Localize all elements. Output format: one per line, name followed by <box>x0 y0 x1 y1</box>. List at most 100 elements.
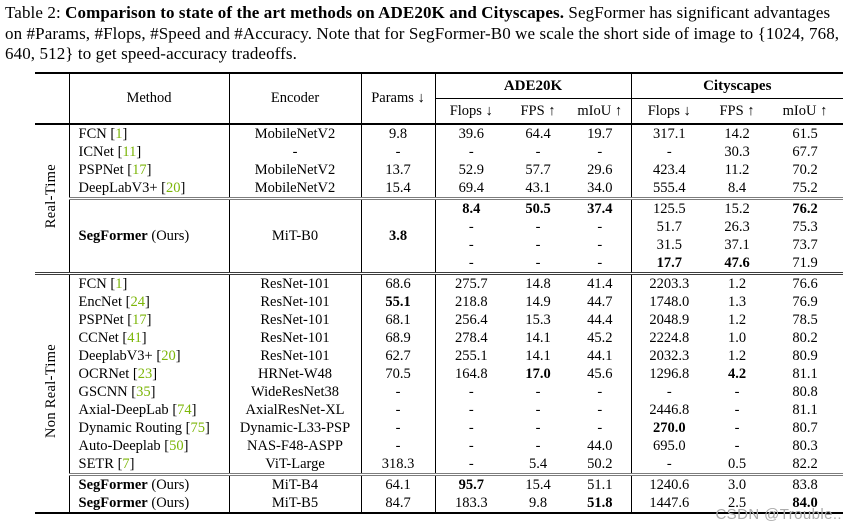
metric-cell: 44.1 <box>587 347 613 364</box>
encoder-cell: WideResNet38 <box>228 383 361 402</box>
metric-cell: 76.9 <box>792 293 818 310</box>
metric-cell: - <box>434 437 507 456</box>
citation: 24 <box>130 293 145 310</box>
metric-cell: 70.2 <box>792 161 818 178</box>
metric-cell: - <box>630 383 707 402</box>
metric-cell: - <box>434 254 507 274</box>
encoder-cell: MiT-B4 <box>228 473 361 495</box>
metric-cell: 44.0 <box>587 437 613 454</box>
table-body: Real-Time FCN [1] MobileNetV2 9.8 39.6 64.4 19… <box>35 124 844 514</box>
table-row: DeepLabV3+ [20] MobileNetV2 15.4 69.4 43.1 34… <box>35 179 843 199</box>
table-row: SegFormer (Ours) MiT-B0 3.8 8.4 50.5 37.4 125.… <box>35 197 844 274</box>
params-cell: 3.8 <box>360 197 435 274</box>
metric-cell: 2032.3 <box>630 347 707 366</box>
metric-cell: - <box>597 143 603 160</box>
metric-cell: 255.1 <box>434 347 507 366</box>
table-row: - - - 17.7 47.6 71.9 <box>35 254 843 274</box>
metric-cell: 14.1 <box>525 347 551 364</box>
metric-cell: - <box>734 437 740 454</box>
params-cell: 55.1 <box>360 293 435 312</box>
metric-cell: - <box>597 383 603 400</box>
encoder-cell: MobileNetV2 <box>228 179 361 199</box>
metric-cell: - <box>597 218 603 235</box>
encoder-cell: ResNet-101 <box>228 272 361 294</box>
metric-cell: 44.7 <box>587 293 613 310</box>
metric-cell: 14.2 <box>724 125 750 142</box>
method-cell: DeeplabV3+ [20] <box>68 347 229 366</box>
metric-cell: 75.3 <box>792 218 818 235</box>
table-row: Axial-DeepLab [74] AxialResNet-XL - - - -2446… <box>35 401 843 420</box>
metric-cell: 15.4 <box>507 473 569 495</box>
citation: 17 <box>132 161 147 178</box>
caption-bold-title: Comparison to state of the art methods o… <box>65 3 565 22</box>
col-header-ade20k-fps: FPS ↑ <box>520 102 556 119</box>
metric-cell: 695.0 <box>630 437 707 456</box>
table-row: - - - 31.5 37.1 73.7 <box>35 236 843 255</box>
encoder-cell: NAS-F48-ASPP <box>228 437 361 456</box>
params-cell: 62.7 <box>360 347 435 366</box>
section-label: Non Real-Time <box>35 272 69 514</box>
metric-cell: 2.5 <box>727 494 747 511</box>
method-cell: GSCNN [35] <box>68 383 229 402</box>
metric-cell: 81.1 <box>792 401 818 418</box>
method-cell: SegFormer (Ours) <box>68 197 229 274</box>
col-header-cityscapes-fps: FPS ↑ <box>719 102 755 119</box>
metric-cell: 1296.8 <box>630 365 707 384</box>
metric-cell: 1748.0 <box>630 293 707 312</box>
citation: 1 <box>115 275 123 292</box>
table-row: Auto-Deeplab [50] NAS-F48-ASPP - - -44.0 695.… <box>35 437 843 456</box>
metric-cell: 80.9 <box>792 347 818 364</box>
metric-cell: 218.8 <box>434 293 507 312</box>
metric-cell: 29.6 <box>587 161 613 178</box>
metric-cell: - <box>734 401 740 418</box>
csdn-watermark: CSDN @Trouble.. <box>715 506 842 523</box>
group-header-ade20k: ADE20K <box>434 73 631 100</box>
metric-cell: 43.1 <box>525 179 551 196</box>
params-cell: - <box>360 383 435 402</box>
metric-cell: - <box>597 401 603 418</box>
metric-cell: 78.5 <box>792 311 818 328</box>
encoder-cell: Dynamic-L33-PSP <box>228 419 361 438</box>
table-row: EncNet [24] ResNet-101 55.1 218.8 14.9 44.7 17… <box>35 293 843 312</box>
table-row: SETR [7] ViT-Large 318.3-5.4 50.2-0.5 82.2 <box>35 455 843 475</box>
citation: 17 <box>132 311 147 328</box>
metric-cell: 76.6 <box>767 272 844 294</box>
caption-rest: SegFormer has significant advantages on … <box>5 3 840 64</box>
encoder-cell: HRNet-W48 <box>228 365 361 384</box>
metric-cell: 14.9 <box>525 293 551 310</box>
metric-cell: - <box>434 143 507 162</box>
metric-cell: 3.0 <box>707 473 767 495</box>
metric-cell: 2446.8 <box>630 401 707 420</box>
method-cell: PSPNet [17] <box>68 161 229 180</box>
params-cell: - <box>360 437 435 456</box>
metric-cell: - <box>535 254 541 271</box>
section-label-header <box>35 73 69 124</box>
metric-cell: 15.2 <box>707 197 767 219</box>
encoder-cell: ResNet-101 <box>228 347 361 366</box>
citation: 50 <box>169 437 184 454</box>
metric-cell: 2224.8 <box>630 329 707 348</box>
col-header-method: Method <box>68 73 229 125</box>
metric-cell: 47.6 <box>724 254 750 271</box>
metric-cell: - <box>535 218 541 235</box>
encoder-cell: MiT-B0 <box>228 197 361 274</box>
metric-cell: 82.2 <box>792 455 818 472</box>
citation: 23 <box>137 365 153 382</box>
params-cell: 68.1 <box>360 311 435 330</box>
params-cell: 13.7 <box>360 161 435 180</box>
metric-cell: 51.7 <box>630 218 707 237</box>
table-row: - - - 51.7 26.3 75.3 <box>35 218 843 237</box>
metric-cell: 5.4 <box>528 455 548 472</box>
table-row: DeeplabV3+ [20] ResNet-101 62.7 255.1 14.1 44… <box>35 347 843 366</box>
metric-cell: - <box>597 254 603 271</box>
table-row: GSCNN [35] WideResNet38- - - - - -80.8 <box>35 383 843 402</box>
section-label: Real-Time <box>35 124 69 274</box>
table-row: Real-Time FCN [1] MobileNetV2 9.8 39.6 64.4 19… <box>35 124 843 228</box>
params-cell: 64.1 <box>360 473 435 495</box>
metric-cell: 14.8 <box>507 272 569 294</box>
metric-cell: - <box>434 218 507 237</box>
section-label-text: Non Real-Time <box>43 344 60 439</box>
metric-cell: - <box>434 236 507 255</box>
params-cell: 15.4 <box>360 179 435 199</box>
metric-cell: - <box>434 419 507 438</box>
